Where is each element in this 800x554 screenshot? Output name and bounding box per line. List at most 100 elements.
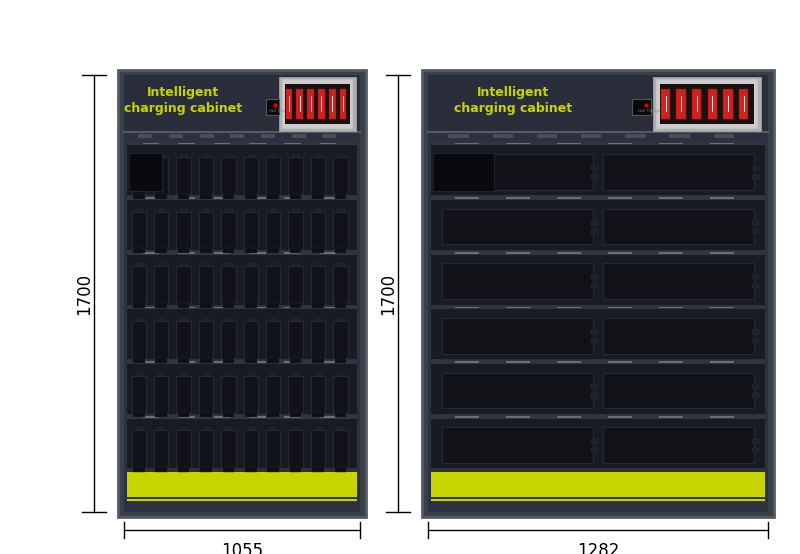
Bar [455, 416, 479, 418]
Bar [270, 263, 277, 266]
Bar [202, 263, 210, 266]
Bar [442, 154, 593, 189]
Bar [320, 143, 337, 145]
Bar [180, 372, 187, 376]
Bar [124, 75, 360, 132]
Bar [591, 175, 598, 179]
Bar [431, 360, 765, 364]
Bar [659, 252, 683, 254]
Bar [333, 321, 348, 358]
Bar [245, 248, 257, 254]
Bar [214, 252, 230, 254]
Bar [135, 318, 142, 321]
Bar [221, 376, 236, 413]
Bar [448, 135, 469, 138]
Bar [318, 89, 325, 119]
Bar [129, 153, 162, 191]
Bar [176, 266, 191, 304]
Bar [178, 416, 195, 418]
Bar [176, 376, 191, 413]
Bar [431, 307, 765, 359]
Bar [198, 321, 214, 358]
Bar [198, 157, 214, 194]
Bar [133, 357, 145, 363]
Text: Intelligent
charging cabinet: Intelligent charging cabinet [454, 86, 572, 115]
Bar [626, 135, 646, 138]
Bar [249, 252, 266, 254]
Bar [431, 472, 765, 497]
Bar [247, 154, 254, 157]
Bar [307, 89, 314, 119]
Bar [135, 154, 142, 157]
Bar [243, 157, 258, 194]
Bar [282, 79, 353, 129]
Bar [656, 79, 758, 129]
Bar [222, 193, 234, 199]
Bar [608, 143, 632, 145]
Bar [127, 307, 357, 359]
Bar [337, 263, 344, 266]
Bar [169, 135, 183, 138]
Bar [245, 193, 257, 199]
Bar [428, 75, 768, 512]
Bar [739, 89, 749, 119]
Bar [288, 430, 303, 468]
Bar [493, 135, 513, 138]
Bar [135, 208, 142, 212]
Bar [221, 321, 236, 358]
Bar [591, 275, 598, 279]
Bar [334, 193, 346, 199]
Bar [314, 154, 322, 157]
Bar [710, 143, 734, 145]
Bar [591, 393, 598, 398]
Bar [290, 193, 302, 199]
Bar [455, 197, 479, 199]
Bar [202, 372, 210, 376]
Bar [154, 212, 169, 249]
Bar [312, 303, 324, 308]
Bar [310, 212, 326, 249]
Bar [603, 373, 754, 408]
Bar [558, 143, 581, 145]
Bar [133, 467, 145, 472]
Bar [245, 303, 257, 308]
Bar [245, 357, 257, 363]
Bar [243, 430, 258, 468]
Bar [214, 416, 230, 418]
Bar [155, 357, 167, 363]
Bar [659, 416, 683, 418]
Bar [221, 430, 236, 468]
Bar [337, 318, 344, 321]
Bar [214, 361, 230, 363]
Bar [659, 197, 683, 199]
Bar [558, 307, 581, 308]
Bar [337, 427, 344, 430]
Bar [310, 376, 326, 413]
Bar [214, 197, 230, 199]
Bar [455, 307, 479, 308]
Bar [334, 303, 346, 308]
Bar [176, 157, 191, 194]
Bar [431, 416, 765, 469]
Bar [320, 416, 337, 418]
Bar [591, 439, 598, 443]
Bar [292, 208, 299, 212]
Bar [155, 303, 167, 308]
Bar [180, 318, 187, 321]
Bar [292, 427, 299, 430]
Bar [752, 175, 758, 179]
Bar [199, 135, 214, 138]
Bar [225, 318, 232, 321]
Bar [249, 307, 266, 308]
Bar [333, 212, 348, 249]
Bar [752, 284, 758, 288]
Bar [455, 143, 479, 145]
Bar [431, 415, 765, 419]
Bar [135, 372, 142, 376]
Bar [506, 197, 530, 199]
Bar [267, 412, 279, 417]
Bar [267, 467, 279, 472]
Bar [431, 143, 765, 195]
Bar [314, 427, 322, 430]
Bar [608, 416, 632, 418]
